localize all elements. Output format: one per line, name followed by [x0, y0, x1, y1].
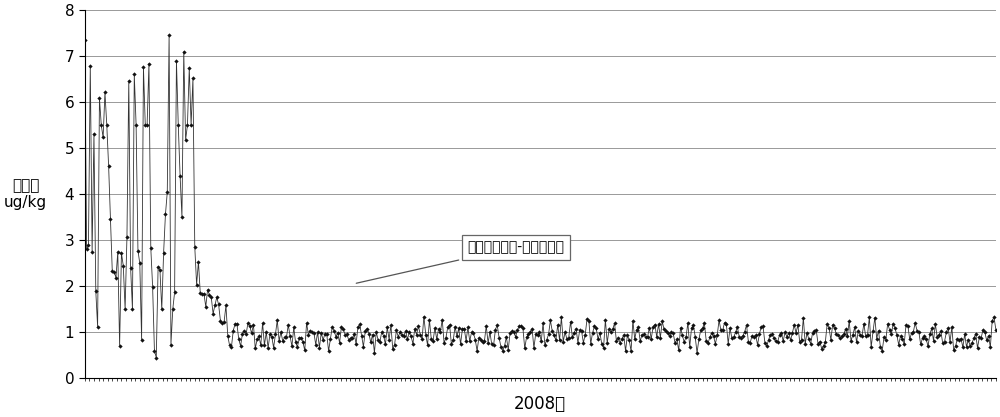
X-axis label: 2008年: 2008年	[514, 395, 566, 413]
Text: 开始采用吗啉-氨协同控制: 开始采用吗啉-氨协同控制	[356, 240, 564, 283]
Y-axis label: 铁含量
ug/kg: 铁含量 ug/kg	[4, 178, 47, 210]
